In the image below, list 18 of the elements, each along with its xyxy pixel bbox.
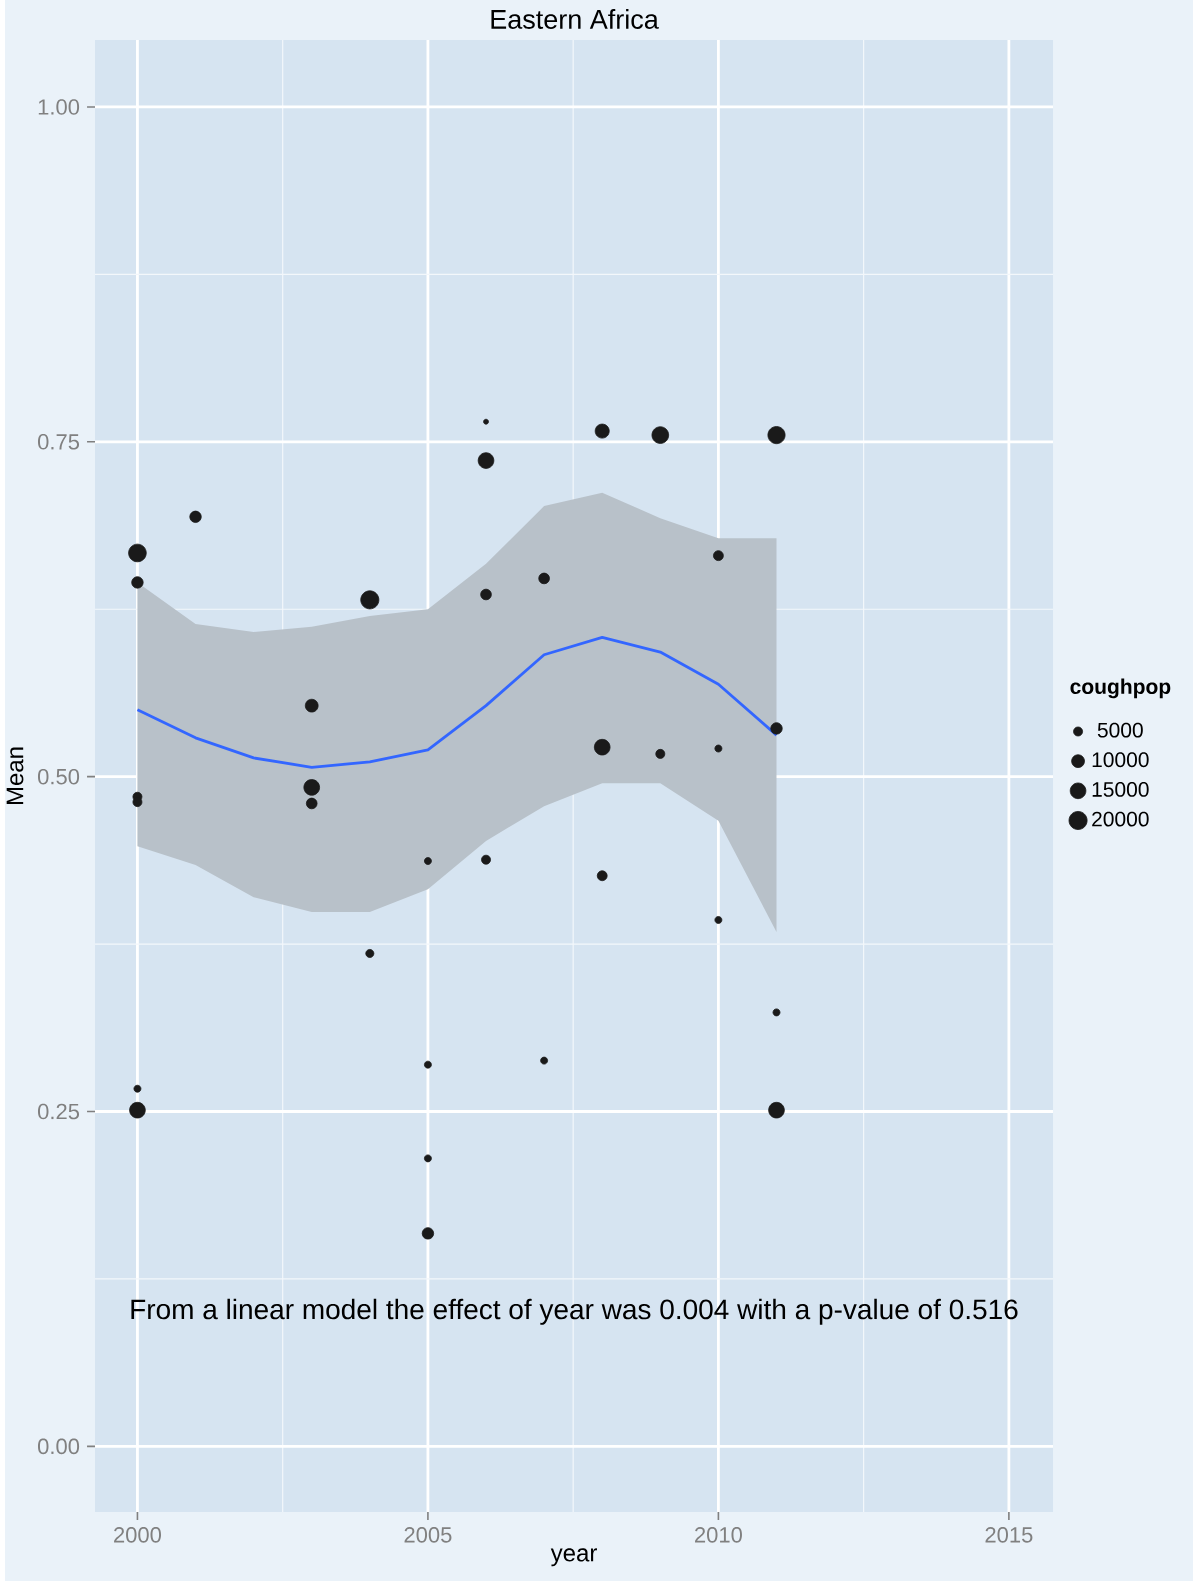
- legend-label: 20000: [1092, 811, 1149, 827]
- chart-title: Eastern Africa: [491, 9, 659, 29]
- x-tick-label: 2015: [985, 1527, 1033, 1543]
- y-tick-label: 0.75: [37, 434, 79, 450]
- x-axis-title: year: [550, 1548, 597, 1567]
- y-tick-label: 0.25: [37, 1103, 79, 1120]
- x-tick-label: 2005: [404, 1527, 452, 1543]
- x-tick-label: 2010: [695, 1527, 742, 1543]
- y-tick-label: 0.00: [37, 1438, 80, 1455]
- y-axis-title: Mean: [6, 747, 24, 805]
- y-tick-label: 1.00: [38, 99, 80, 115]
- x-tick-label: 2000: [114, 1527, 161, 1543]
- legend-label: 5000: [1097, 722, 1143, 738]
- legend-label: 15000: [1092, 782, 1149, 797]
- legend-label: 10000: [1092, 752, 1149, 768]
- y-tick-label: 0.50: [37, 768, 80, 785]
- legend-title: coughpop: [1070, 678, 1171, 699]
- annotation: From a linear model the effect of year was 0.004 with a p-value of 0.516: [131, 1298, 1018, 1325]
